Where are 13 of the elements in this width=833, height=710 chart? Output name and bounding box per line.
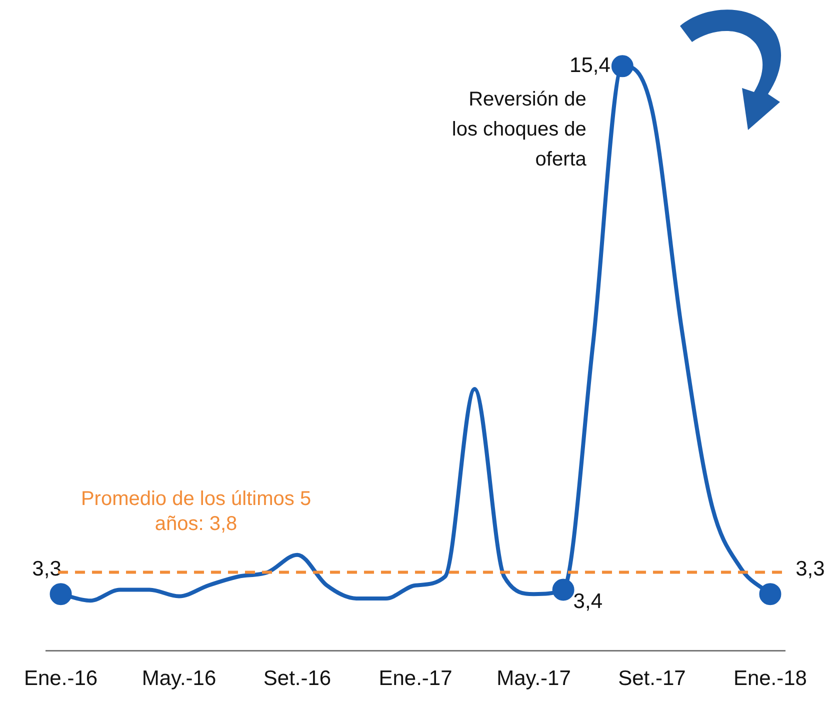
x-tick-label: Set.-17 <box>618 667 686 690</box>
annotation: Reversión de los choques de oferta <box>452 88 588 171</box>
data-label: 3,3 <box>32 557 62 580</box>
x-tick-label: Ene.-16 <box>24 667 98 690</box>
x-tick-label: May.-16 <box>142 667 216 690</box>
data-label: 15,4 <box>570 54 611 77</box>
x-tick-label: Ene.-17 <box>378 667 452 690</box>
x-tick-label: May.-17 <box>496 667 571 690</box>
ref-line-label: Promedio de los últimos 5 años: 3,8 <box>80 488 312 535</box>
data-label: 3,3 <box>796 557 825 580</box>
x-tick-label: Set.-16 <box>263 667 332 690</box>
data-label: 3,4 <box>573 590 603 614</box>
x-tick-label: Ene.-18 <box>733 667 807 690</box>
